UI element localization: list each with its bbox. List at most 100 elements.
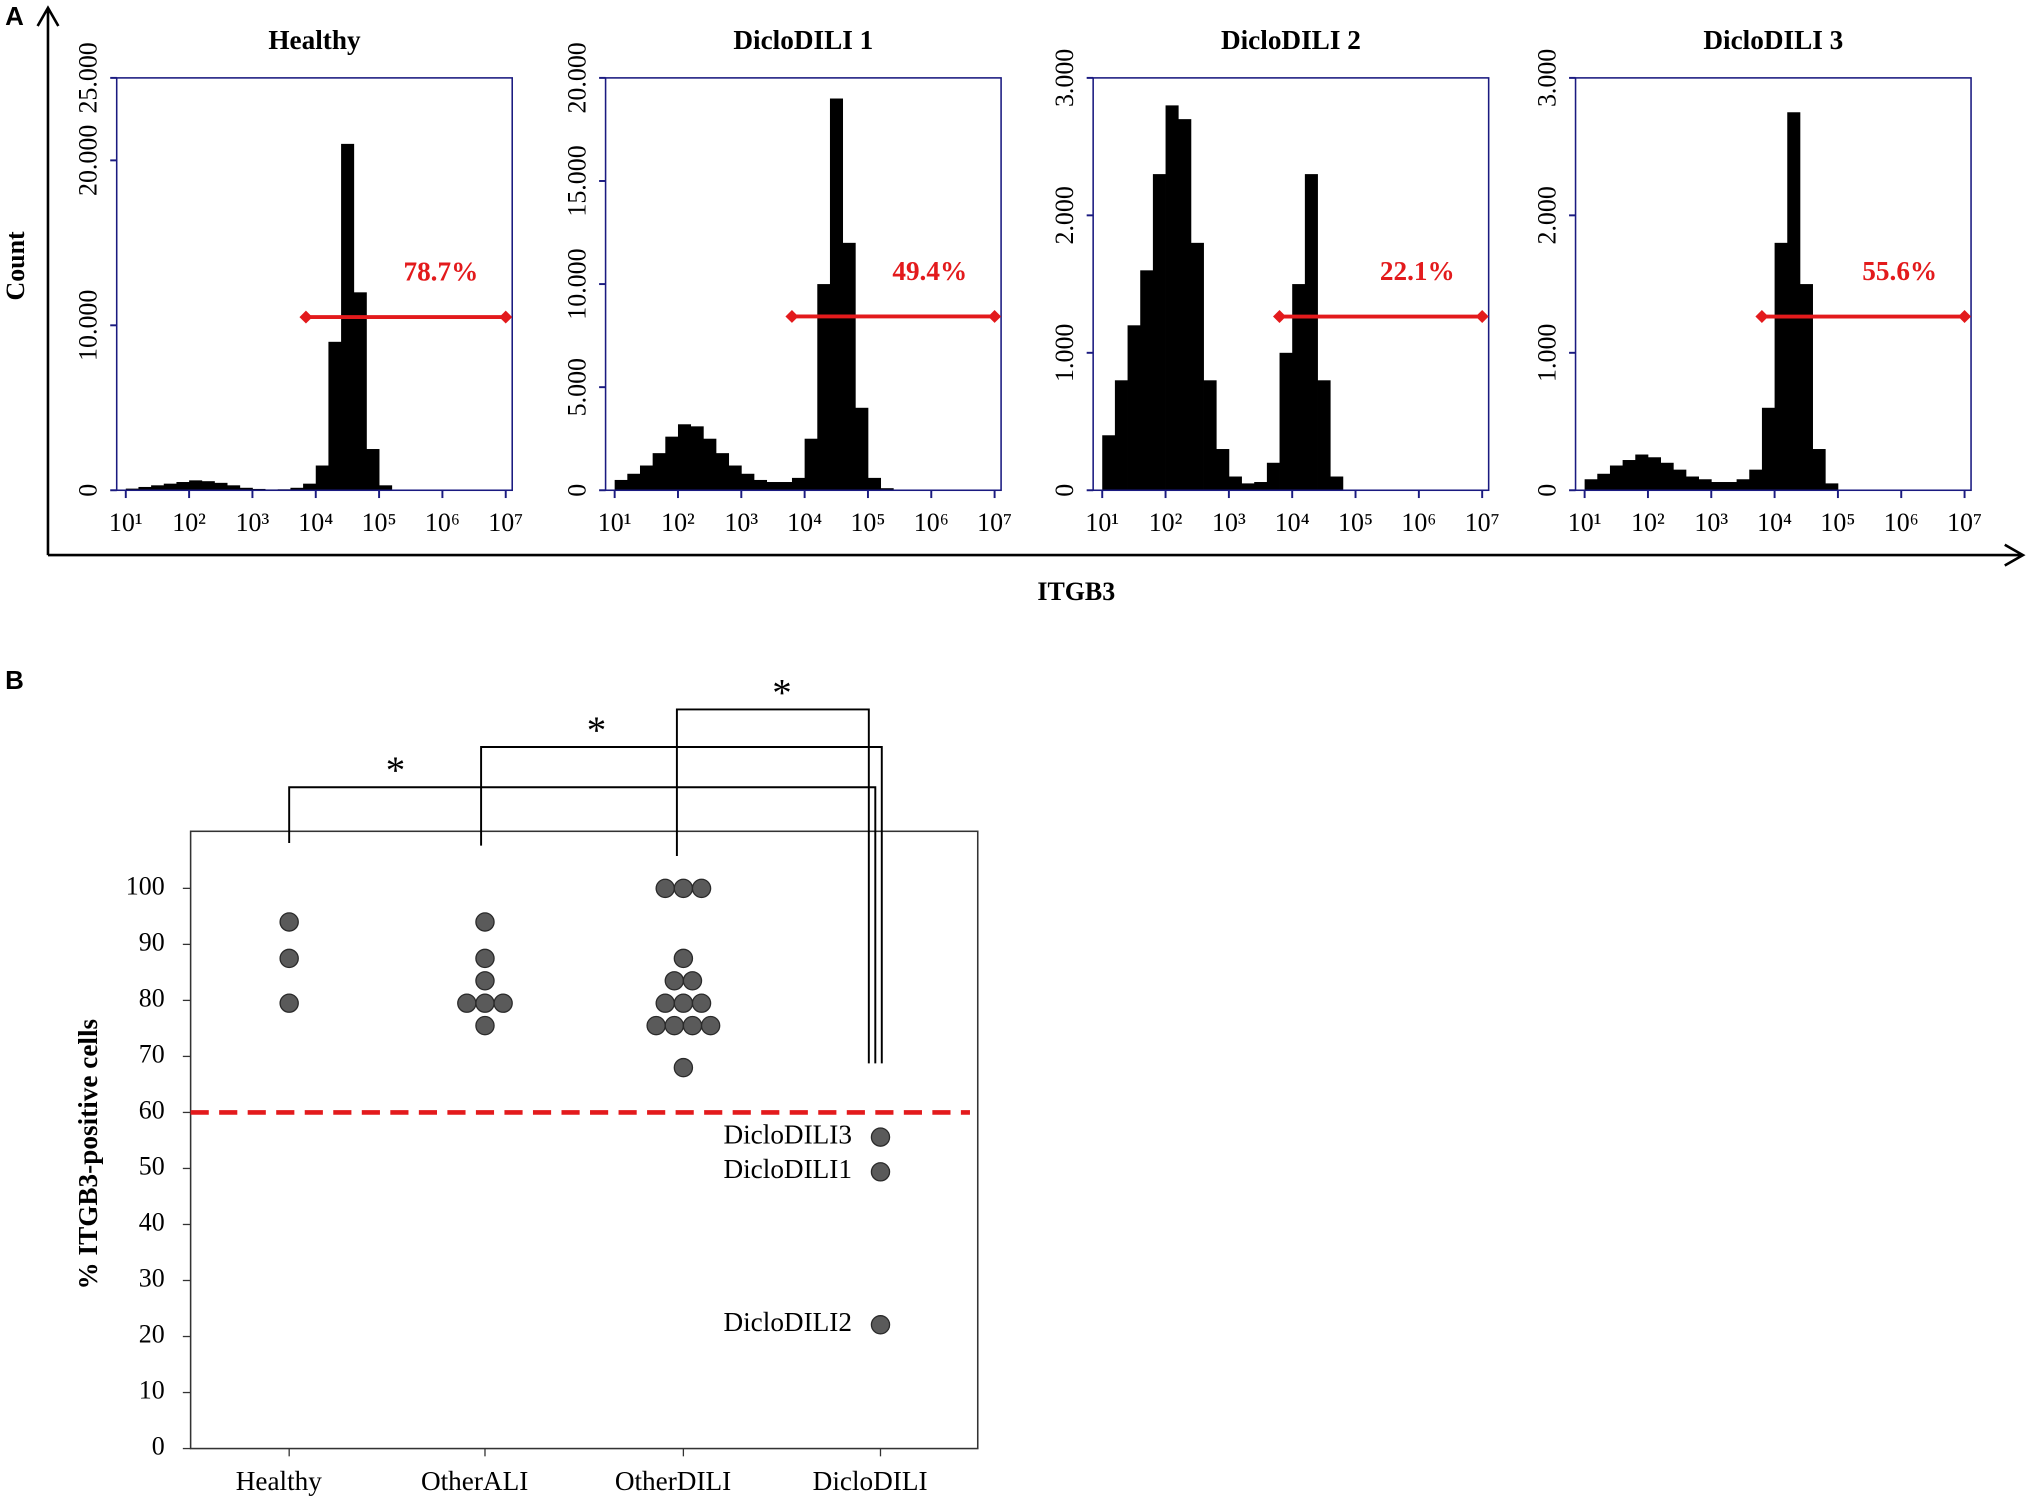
y-tick-label: 10 [139,1375,165,1404]
gate-end [1273,310,1286,324]
histogram-bar [1698,479,1712,491]
y-tick-label: 30 [139,1263,165,1292]
plot-frame [189,830,979,1450]
histogram-bar [627,473,641,491]
x-tick-label: 10⁵ [850,508,885,537]
data-point [475,993,495,1013]
histogram-bar [1647,457,1662,491]
histogram-bar [125,488,139,491]
significance-label: * [772,671,791,714]
histogram-bar [1127,325,1141,491]
x-tick-label: 10¹ [598,508,632,537]
x-tick-label: 10² [1149,508,1183,537]
histogram-bar [1165,105,1179,491]
histogram-bar [1178,119,1192,491]
histogram-bar [1190,242,1204,491]
x-tick-label: 10¹ [1568,508,1602,537]
data-point [673,993,694,1013]
data-point [870,1315,891,1335]
histogram-bar [1711,482,1725,491]
histogram-bar [741,473,755,491]
gate-end [988,309,1002,323]
histogram-bar [1609,465,1624,491]
data-point [700,1015,721,1036]
significance-bracket [480,746,883,1064]
histogram-bar [791,477,806,491]
gate-label: 22.1% [1380,256,1455,286]
data-point [475,948,495,969]
data-point [279,993,299,1013]
data-point [673,948,694,969]
histogram-bar [366,449,380,491]
histogram-bar [379,485,393,491]
histogram-bar [1736,479,1750,491]
y-tick-label: 0 [1533,484,1562,497]
histogram-bar [290,487,304,491]
data-point [691,878,712,899]
y-tick-label: 15.000 [563,145,592,216]
histogram-bar [817,284,831,491]
data-point [655,993,675,1013]
histogram-bar [1812,449,1826,491]
x-tick-label: 10⁶ [1884,508,1919,537]
histogram-bar [1102,435,1116,491]
data-point [279,912,299,932]
histogram-bar [315,465,329,491]
gate-end [1755,310,1769,324]
data-point [493,993,513,1013]
significance-label: * [386,749,405,792]
x-tick-label: 10² [172,508,206,537]
y-tick-label: 100 [126,871,165,900]
data-point [475,912,495,932]
data-point [673,878,694,899]
data-point [870,1162,891,1182]
x-tick-label: 10³ [1212,508,1246,537]
x-tick-label: 10⁵ [362,508,397,537]
data-point [475,1015,495,1036]
histogram-bar [1622,460,1636,491]
x-tick-label: 10¹ [109,508,143,537]
y-tick-label: 50 [139,1151,165,1180]
histogram-bar [867,477,882,491]
panel-label: A [5,3,24,31]
y-tick-label: 0 [152,1432,165,1461]
gate-label: 78.7% [403,257,478,287]
y-tick-label: 20.000 [74,125,103,196]
x-tick-label: 10⁵ [1820,508,1855,537]
histogram-bar [1774,242,1788,491]
x-tick-label: 10⁶ [1401,508,1436,537]
histogram-bar [1241,483,1255,491]
histogram-bar [1685,476,1699,491]
histogram-bar [1140,270,1154,491]
y-tick-label: 40 [139,1207,165,1236]
x-tick-label: 10³ [724,508,758,537]
chart-title: DicloDILI 3 [1703,25,1843,55]
histogram-bar [677,424,692,491]
histogram-bar [728,465,742,491]
data-point [457,993,477,1013]
x-tick-label: 10⁶ [425,508,460,537]
data-point [655,878,675,899]
histogram-bar [1266,462,1280,491]
panel-label: B [5,667,24,695]
y-tick-label: 0 [1050,484,1079,497]
plot-frame [1574,77,1972,492]
histogram-bar [1761,407,1775,491]
histogram-bar [1330,476,1344,491]
data-point [682,1015,703,1036]
histogram-bar [1787,112,1801,491]
data-point [664,971,685,991]
histogram-bar [1749,469,1763,491]
x-tick-label: 10¹ [1085,508,1119,537]
x-tick-label: OtherALI [421,1466,528,1496]
y-tick-label: 0 [74,484,103,497]
chart-title: DicloDILI 1 [733,25,873,55]
histogram-bar [842,242,856,491]
histogram-bar [639,465,654,491]
histogram-bar [1216,449,1230,491]
y-tick-label: 20.000 [563,42,592,113]
significance-bracket [288,786,877,1064]
y-arrow [36,5,60,556]
histogram-bar [1292,284,1306,491]
